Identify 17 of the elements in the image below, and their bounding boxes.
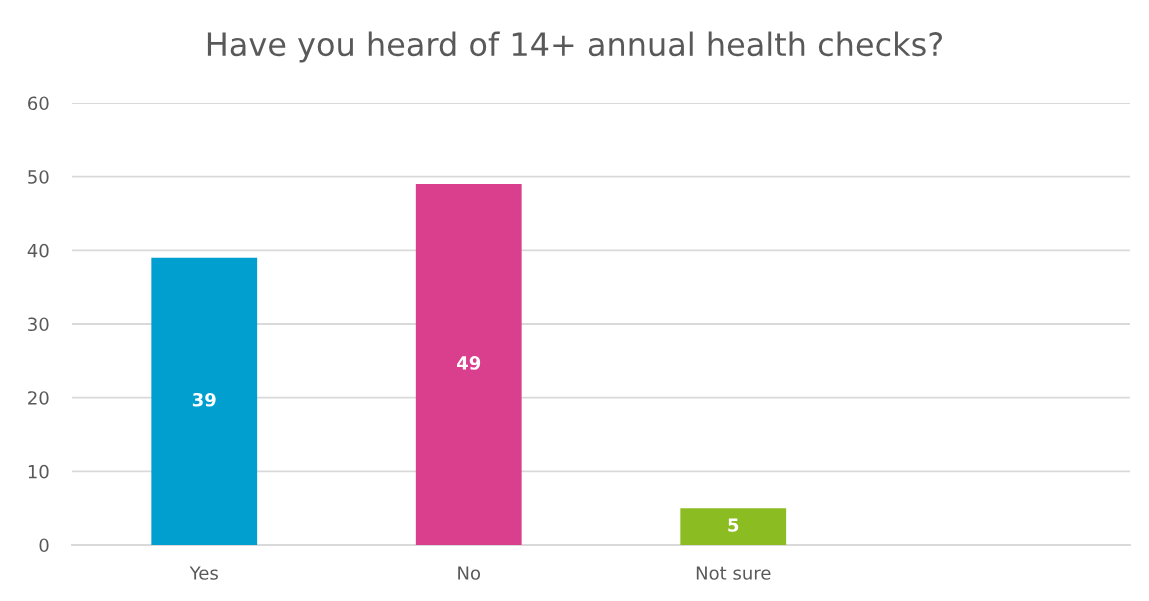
y-tick-label: 30 xyxy=(28,317,49,332)
data-label: 49 xyxy=(457,356,481,370)
bar xyxy=(415,184,522,545)
x-tick-label: Not sure xyxy=(696,566,771,580)
y-tick-label: 10 xyxy=(28,464,49,479)
y-tick-label: 50 xyxy=(28,170,49,184)
y-tick-label: 0 xyxy=(39,538,49,553)
y-tick-label: 40 xyxy=(27,243,49,258)
data-label: 5 xyxy=(728,518,739,532)
bar xyxy=(151,257,258,545)
x-tick-label: No xyxy=(458,566,481,580)
y-tick-label: 60 xyxy=(28,96,49,111)
bar xyxy=(680,508,787,545)
chart-title: Have you heard of 14+ annual health checks? xyxy=(207,31,942,63)
data-label: 39 xyxy=(192,392,216,407)
y-tick-label: 20 xyxy=(28,391,49,405)
x-tick-label: Yes xyxy=(189,566,218,580)
